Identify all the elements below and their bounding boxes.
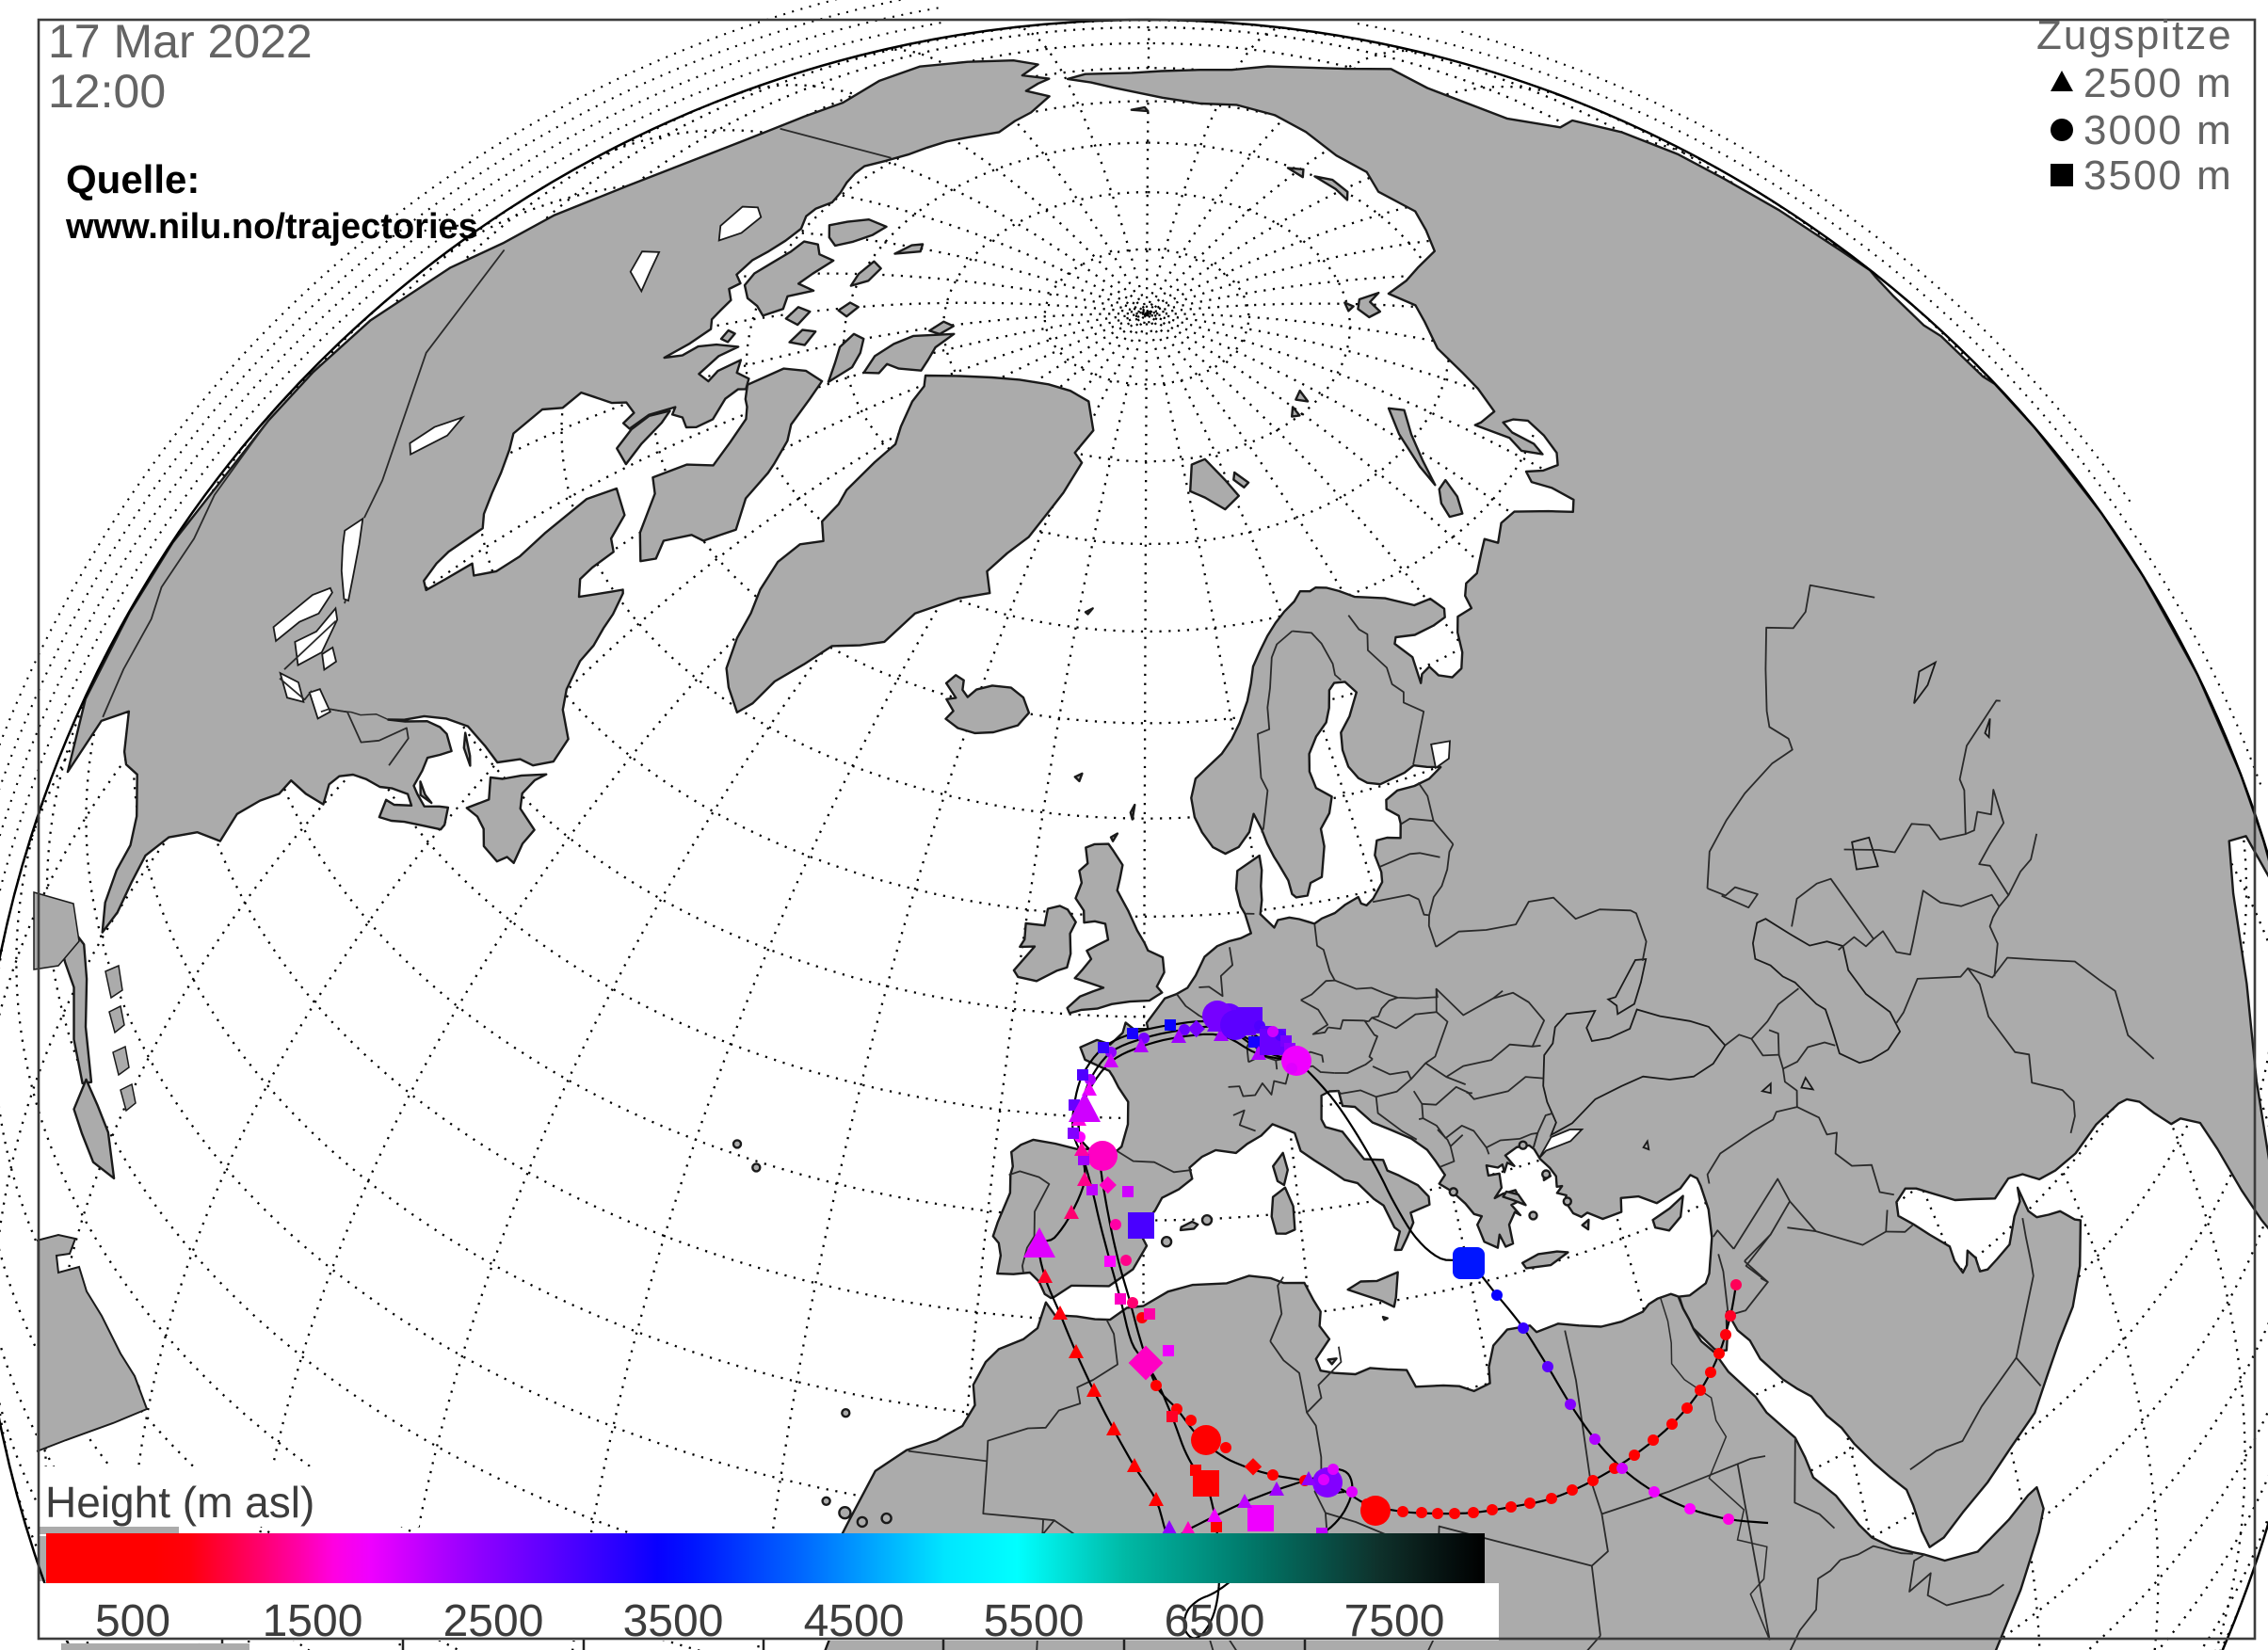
svg-text:3500: 3500 <box>623 1596 724 1646</box>
svg-text:Height (m asl): Height (m asl) <box>45 1478 314 1527</box>
svg-text:500: 500 <box>95 1596 170 1646</box>
svg-text:3500 m: 3500 m <box>2083 152 2233 199</box>
svg-text:5500: 5500 <box>984 1596 1085 1646</box>
svg-text:Zugspitze: Zugspitze <box>2036 12 2233 58</box>
svg-text:2500: 2500 <box>443 1596 544 1646</box>
svg-text:12:00: 12:00 <box>48 65 166 118</box>
svg-text:7500: 7500 <box>1344 1596 1445 1646</box>
svg-text:6500: 6500 <box>1165 1596 1265 1646</box>
svg-text:1500: 1500 <box>263 1596 363 1646</box>
svg-text:2500 m: 2500 m <box>2083 60 2233 106</box>
svg-text:17 Mar 2022: 17 Mar 2022 <box>48 15 313 68</box>
svg-text:www.nilu.no/trajectories: www.nilu.no/trajectories <box>65 207 478 247</box>
svg-text:4500: 4500 <box>804 1596 905 1646</box>
svg-text:3000 m: 3000 m <box>2083 107 2233 153</box>
svg-text:Quelle:: Quelle: <box>66 157 200 201</box>
